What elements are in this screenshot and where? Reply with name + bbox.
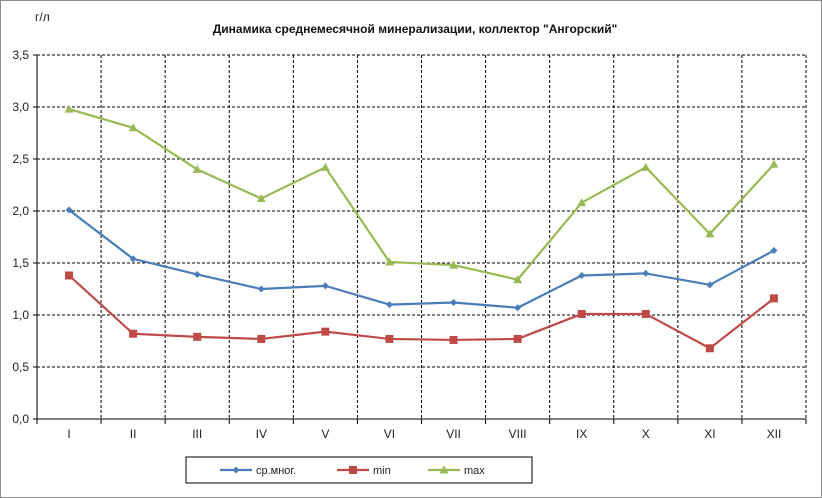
data-point bbox=[449, 335, 458, 344]
x-tick-label: V bbox=[321, 427, 329, 441]
data-point bbox=[770, 247, 778, 255]
data-point bbox=[256, 194, 266, 203]
data-point bbox=[65, 206, 73, 214]
data-point bbox=[193, 332, 202, 341]
data-point bbox=[128, 123, 138, 132]
data-point bbox=[320, 162, 330, 171]
x-tick-label: VII bbox=[446, 427, 461, 441]
grid-lines bbox=[37, 54, 807, 419]
y-tick-label: 0,5 bbox=[12, 360, 29, 374]
x-tick-labels: I II III IV V VI VII VIII IX X XI XII bbox=[67, 427, 781, 441]
data-point bbox=[385, 301, 393, 309]
chart-title: Динамика среднемесячной минерализации, к… bbox=[213, 22, 618, 36]
legend: ср.мног. min max bbox=[185, 456, 533, 484]
x-tick-label: II bbox=[130, 427, 137, 441]
x-tick-label: XI bbox=[704, 427, 715, 441]
data-point bbox=[384, 257, 394, 266]
data-point bbox=[385, 334, 394, 343]
legend-label: min bbox=[373, 465, 391, 477]
data-point bbox=[321, 282, 329, 290]
data-point bbox=[449, 260, 459, 269]
x-tick-label: XII bbox=[767, 427, 782, 441]
data-point bbox=[129, 329, 138, 338]
y-tick-label: 0,0 bbox=[12, 412, 29, 426]
legend-label: max bbox=[464, 465, 485, 477]
data-point bbox=[769, 294, 778, 303]
data-point bbox=[641, 309, 650, 318]
data-point bbox=[321, 327, 330, 336]
legend-item: min bbox=[337, 465, 391, 477]
data-point bbox=[641, 162, 651, 171]
legend-item: ср.мног. bbox=[220, 465, 296, 477]
data-point bbox=[642, 269, 650, 277]
series-diamond bbox=[65, 206, 778, 312]
axes bbox=[33, 54, 807, 424]
data-point bbox=[257, 285, 265, 293]
x-tick-label: VI bbox=[384, 427, 395, 441]
series-line bbox=[68, 108, 775, 281]
series-square bbox=[65, 271, 778, 353]
data-point bbox=[65, 271, 74, 280]
y-axis-unit-label: г/л bbox=[35, 10, 50, 24]
series-triangle bbox=[64, 104, 779, 284]
legend-item: max bbox=[428, 465, 485, 477]
data-point bbox=[577, 309, 586, 318]
y-tick-label: 3,5 bbox=[12, 48, 29, 62]
data-point bbox=[129, 255, 137, 263]
data-point bbox=[193, 270, 201, 278]
x-tick-label: III bbox=[192, 427, 202, 441]
x-tick-label: VIII bbox=[509, 427, 527, 441]
series-group bbox=[64, 104, 779, 353]
x-tick-label: IX bbox=[576, 427, 587, 441]
y-tick-label: 2,5 bbox=[12, 152, 29, 166]
y-tick-label: 1,5 bbox=[12, 256, 29, 270]
data-point bbox=[705, 229, 715, 238]
data-point bbox=[578, 271, 586, 279]
x-tick-label: X bbox=[642, 427, 650, 441]
data-point bbox=[513, 334, 522, 343]
y-tick-label: 1,0 bbox=[12, 308, 29, 322]
legend-marker bbox=[349, 466, 357, 474]
data-point bbox=[706, 281, 714, 289]
y-tick-label: 2,0 bbox=[12, 204, 29, 218]
data-point bbox=[513, 275, 523, 284]
data-point bbox=[192, 164, 202, 173]
data-point bbox=[64, 104, 74, 113]
x-tick-label: IV bbox=[256, 427, 267, 441]
data-point bbox=[450, 299, 458, 307]
series-line bbox=[68, 209, 775, 309]
y-tick-labels: 0,0 0,5 1,0 1,5 2,0 2,5 3,0 3,5 bbox=[12, 48, 29, 426]
data-point bbox=[705, 344, 714, 353]
series-line bbox=[68, 274, 775, 350]
data-point bbox=[514, 304, 522, 312]
data-point bbox=[769, 159, 779, 168]
data-point bbox=[577, 198, 587, 207]
y-tick-label: 3,0 bbox=[12, 100, 29, 114]
x-tick-label: I bbox=[67, 427, 70, 441]
legend-marker bbox=[439, 465, 449, 474]
legend-marker bbox=[232, 466, 240, 474]
data-point bbox=[257, 334, 266, 343]
legend-label: ср.мног. bbox=[256, 465, 296, 477]
